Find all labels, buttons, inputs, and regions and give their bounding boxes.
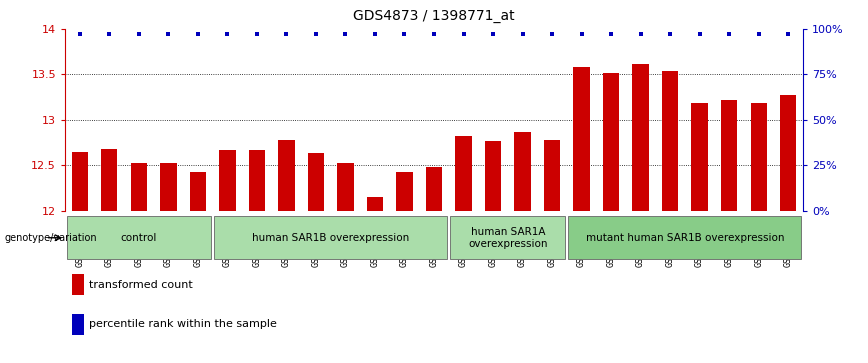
Text: GDS4873 / 1398771_at: GDS4873 / 1398771_at [353,9,515,23]
Bar [574,67,589,211]
Bar [633,65,648,211]
FancyBboxPatch shape [569,216,801,260]
FancyBboxPatch shape [214,216,447,260]
Bar [279,140,294,211]
Bar [131,163,147,211]
Bar [249,150,265,211]
Bar [456,136,471,211]
Bar [308,153,324,211]
Bar [426,167,442,211]
Text: transformed count: transformed count [89,280,193,290]
Bar [338,163,353,211]
Bar [544,140,560,211]
Text: control: control [121,233,157,243]
Bar [190,171,206,211]
Text: human SAR1B overexpression: human SAR1B overexpression [252,233,410,243]
Bar [220,150,235,211]
Bar [161,163,176,211]
Bar [603,73,619,211]
Text: human SAR1A
overexpression: human SAR1A overexpression [468,227,548,249]
Bar [72,151,88,211]
Bar [72,274,84,295]
Text: genotype/variation: genotype/variation [4,233,97,243]
Bar [485,141,501,211]
FancyBboxPatch shape [450,216,565,260]
Bar [751,103,766,211]
Bar [515,132,530,211]
Bar [692,103,707,211]
Bar [102,149,117,211]
Bar [72,314,84,335]
Bar [397,171,412,211]
FancyBboxPatch shape [67,216,211,260]
Bar [780,95,796,211]
Bar [367,197,383,211]
Text: mutant human SAR1B overexpression: mutant human SAR1B overexpression [586,233,784,243]
Bar [721,100,737,211]
Bar [662,71,678,211]
Text: percentile rank within the sample: percentile rank within the sample [89,319,277,329]
